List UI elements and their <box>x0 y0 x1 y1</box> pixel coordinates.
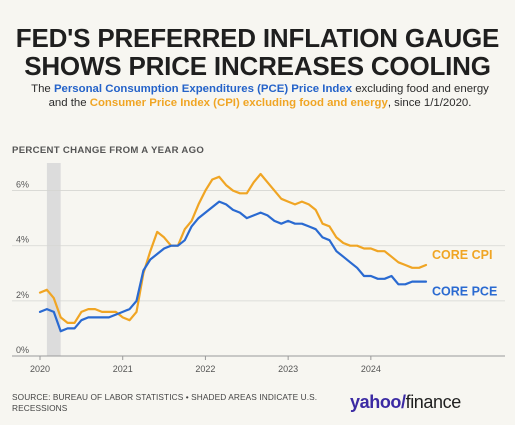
y-tick-label: 2% <box>16 290 29 300</box>
chart-title: FED'S PREFERRED INFLATION GAUGE SHOWS PR… <box>0 24 515 80</box>
y-axis-label: PERCENT CHANGE FROM A YEAR AGO <box>12 145 205 156</box>
core-pce-line <box>38 200 428 333</box>
logo-finance-text: finance <box>405 392 462 412</box>
chart-subtitle: The Personal Consumption Expenditures (P… <box>30 83 490 110</box>
x-tick-label: 2020 <box>30 364 50 374</box>
subtitle-text-1: The <box>31 83 54 95</box>
x-tick-label: 2021 <box>113 364 133 374</box>
logo-yahoo-text: yahoo/ <box>350 392 406 412</box>
x-tick-label: 2024 <box>361 364 381 374</box>
title-line-2: SHOWS PRICE INCREASES COOLING <box>24 51 491 81</box>
subtitle-pce-name: Personal Consumption Expenditures (PCE) … <box>53 83 353 95</box>
source-note: SOURCE: BUREAU OF LABOR STATISTICS • SHA… <box>12 392 318 413</box>
subtitle-text-3: , since 1/1/2020. <box>387 96 472 109</box>
yahoo-finance-logo: yahoo/finance <box>350 392 461 413</box>
y-tick-label: 4% <box>16 235 29 245</box>
subtitle-cpi-name: Consumer Price Index (CPI) excluding foo… <box>89 96 388 109</box>
y-tick-label: 0% <box>16 345 29 355</box>
core-pce-label: CORE PCE <box>432 285 497 299</box>
x-tick-label: 2023 <box>278 364 298 374</box>
core-cpi-line <box>38 172 428 324</box>
subtitle-text-2: excluding food and energy and the <box>48 83 489 109</box>
title-line-1: FED'S PREFERRED INFLATION GAUGE <box>15 23 500 53</box>
x-tick-label: 2022 <box>195 364 215 374</box>
y-tick-label: 6% <box>16 180 29 190</box>
core-cpi-label: CORE CPI <box>432 248 492 262</box>
